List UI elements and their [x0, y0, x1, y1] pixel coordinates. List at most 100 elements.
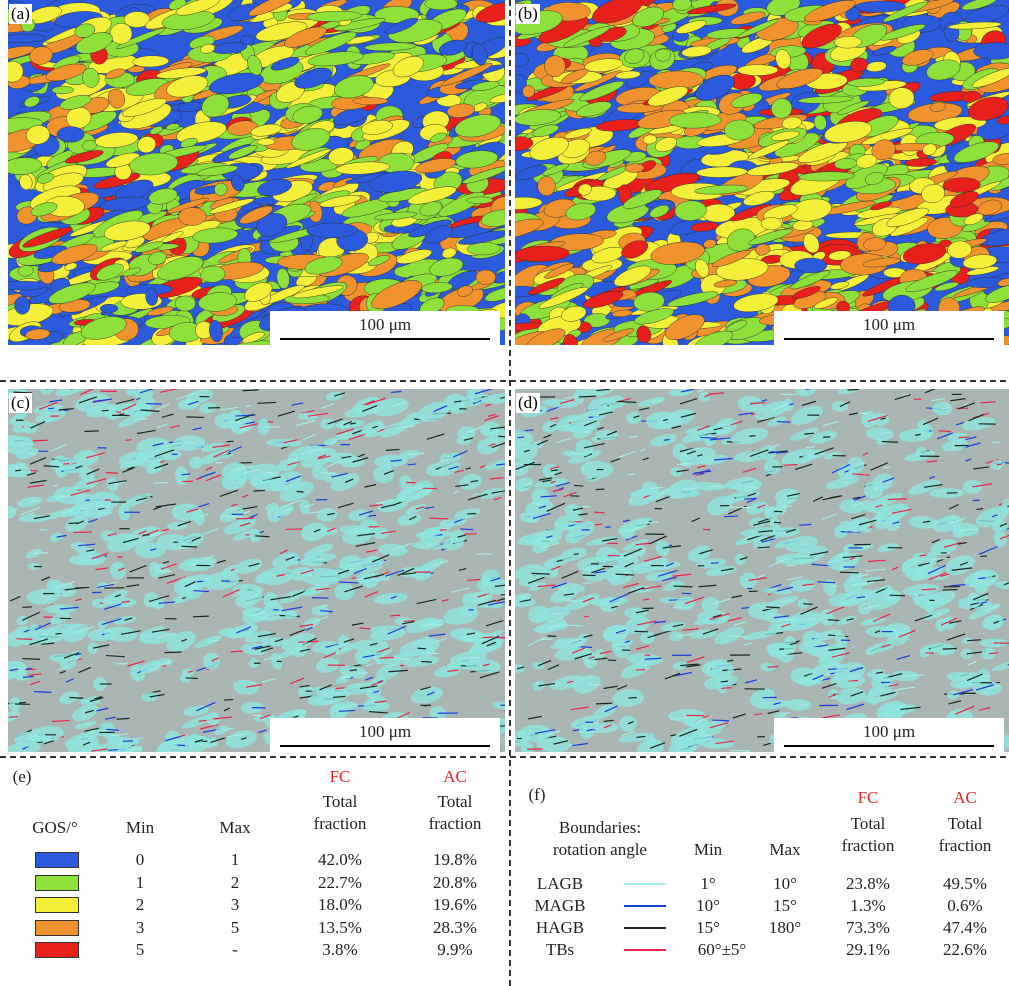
grain: [57, 127, 84, 143]
boundary: [594, 512, 604, 513]
boundary: [784, 465, 798, 466]
row-header: GOS/°: [32, 817, 78, 839]
boundary: [71, 384, 90, 390]
boundary: [16, 639, 32, 640]
boundary: [253, 490, 265, 491]
swatch: [35, 920, 79, 936]
boundary: [193, 616, 209, 617]
col-header: Total fraction: [833, 813, 903, 857]
row-name: HAGB: [536, 917, 584, 939]
boundary: [39, 529, 47, 530]
boundary: [583, 432, 589, 433]
boundary: [959, 437, 970, 438]
cell: 13.5%: [318, 917, 362, 939]
line-swatch: [624, 927, 666, 929]
micrograph: [486, 0, 1009, 357]
cell: 1°: [700, 873, 715, 895]
cell: 20.8%: [433, 872, 477, 894]
boundary: [421, 662, 432, 663]
row-header: Boundaries:: [559, 817, 641, 839]
cell: 0: [136, 849, 145, 871]
line-swatch: [624, 905, 666, 907]
boundary: [498, 436, 508, 437]
boundary: [943, 648, 957, 649]
scale-label: 100 μm: [863, 314, 915, 336]
boundary: [531, 573, 549, 574]
boundary: [976, 509, 983, 510]
boundary: [584, 616, 589, 617]
cell: 9.9%: [437, 939, 472, 961]
boundary: [931, 559, 948, 560]
row-name: TBs: [546, 939, 574, 961]
boundary: [9, 717, 18, 718]
scale-label: 100 μm: [359, 721, 411, 743]
cell: 1.3%: [850, 895, 885, 917]
row-name: LAGB: [537, 873, 583, 895]
boundary: [766, 607, 780, 608]
cell: 73.3%: [846, 917, 890, 939]
boundary: [635, 631, 649, 632]
boundary: [43, 597, 52, 598]
boundary: [47, 382, 66, 389]
grain: [175, 296, 196, 312]
cell: 60°±5°: [698, 939, 746, 961]
boundary: [236, 518, 254, 519]
boundary: [312, 598, 329, 599]
page: (() => { const data = JSON.parse(documen…: [0, 0, 1009, 986]
grain: [135, 542, 166, 558]
grain: [761, 217, 781, 230]
line-swatch: [624, 883, 666, 885]
panel-label: (b): [516, 4, 540, 24]
cell: 15°: [696, 917, 720, 939]
grain: [795, 258, 827, 273]
micrograph: [501, 381, 1009, 761]
cell: 3.8%: [322, 939, 357, 961]
grain: [353, 97, 388, 104]
cell: 1: [231, 849, 240, 871]
boundary: [84, 431, 98, 432]
col-header: Total fraction: [420, 791, 490, 835]
boundary: [390, 615, 400, 616]
boundary: [165, 652, 182, 653]
cell: 22.6%: [943, 939, 987, 961]
boundary: [297, 491, 304, 492]
boundary: [803, 604, 812, 605]
boundary: [63, 464, 69, 465]
cell: 18.0%: [318, 894, 362, 916]
boundary: [721, 688, 731, 689]
boundary: [700, 437, 716, 438]
boundary: [729, 507, 750, 508]
boundary: [840, 572, 859, 573]
boundary: [890, 595, 905, 596]
boundary: [339, 582, 360, 583]
cell: 1: [136, 872, 145, 894]
line-swatch: [624, 949, 666, 951]
cell: -: [232, 939, 238, 961]
boundary: [359, 673, 368, 674]
boundary: [186, 417, 204, 418]
col-header: Total fraction: [305, 791, 375, 835]
cell: 15°: [773, 895, 797, 917]
boundary: [596, 703, 612, 704]
boundary: [186, 678, 198, 679]
boundary: [517, 437, 524, 438]
boundary: [664, 440, 670, 441]
boundary: [730, 750, 750, 751]
cell: 19.6%: [433, 894, 477, 916]
boundary: [417, 648, 426, 649]
scale-label: 100 μm: [359, 314, 411, 336]
row-name: MAGB: [534, 895, 585, 917]
panel-label: (c): [9, 393, 32, 413]
cell: 10°: [773, 873, 797, 895]
boundary: [574, 554, 579, 555]
col-header: Total fraction: [930, 813, 1000, 857]
grain: [724, 120, 754, 141]
swatch: [35, 897, 79, 913]
grain: [14, 296, 30, 314]
micrograph: [0, 380, 524, 764]
boundary: [19, 702, 26, 703]
boundary: [712, 720, 729, 721]
boundary: [864, 547, 869, 548]
grain: [737, 65, 778, 76]
row-header: rotation angle: [553, 839, 647, 861]
